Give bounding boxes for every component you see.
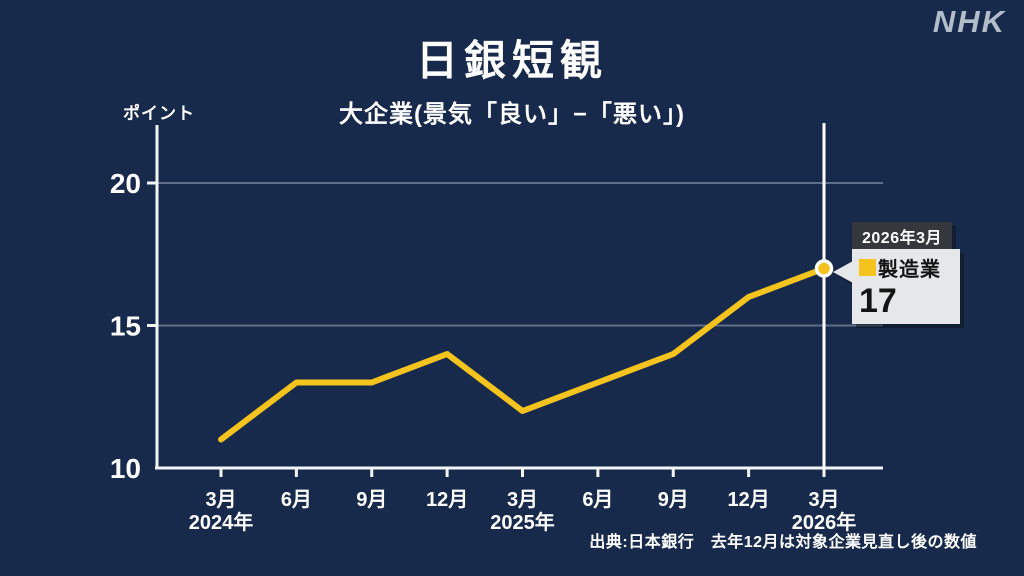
y-tick-label: 15 <box>110 311 141 342</box>
callout-body: 製造業 17 <box>833 249 960 324</box>
x-tick-label: 9月 <box>658 489 689 511</box>
data-callout: 2026年3月 製造業 17 <box>833 222 964 324</box>
chart-subtitle: 大企業(景気「良い」−「悪い」) <box>339 101 685 128</box>
x-tick-label: 12月 <box>426 489 468 511</box>
nhk-logo: NHK <box>932 4 1006 39</box>
x-tick-label: 6月 <box>582 489 613 511</box>
source-note: 出典:日本銀行 去年12月は対象企業見直し後の数値 <box>589 534 977 551</box>
series-name-label: 製造業 <box>878 259 941 281</box>
callout-series-row: 製造業 <box>859 253 960 282</box>
x-year-label: 2024年 <box>189 510 254 534</box>
series-line <box>218 265 827 443</box>
y-axis-unit-label: ポイント <box>123 104 195 123</box>
callout-date: 2026年3月 <box>852 222 952 249</box>
x-tick-label: 3月 <box>507 489 538 511</box>
y-tick-label: 20 <box>110 168 141 199</box>
callout-arrow-icon <box>833 261 853 283</box>
series-color-swatch-icon <box>859 259 876 276</box>
callout-value: 17 <box>859 282 897 320</box>
highlight-dot <box>814 259 834 278</box>
x-year-label: 2026年 <box>792 510 857 534</box>
x-tick-label: 9月 <box>356 489 387 511</box>
y-tick-label: 10 <box>110 453 141 484</box>
x-tick-label: 12月 <box>728 489 770 511</box>
x-tick-label: 3月 <box>205 489 236 511</box>
page-title: 日銀短観 <box>415 37 608 84</box>
x-tick-label: 3月 <box>808 489 839 511</box>
title-area: 日銀短観 <box>0 37 1024 84</box>
x-tick-label: 6月 <box>281 489 312 511</box>
x-year-label: 2025年 <box>490 510 555 534</box>
